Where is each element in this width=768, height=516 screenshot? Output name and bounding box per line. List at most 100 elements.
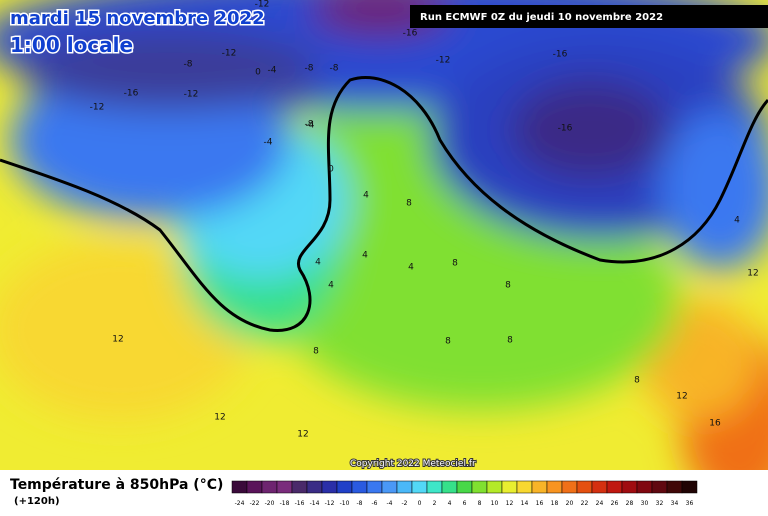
contour-label: 16 — [709, 419, 721, 429]
contour-label: 12 — [112, 335, 123, 345]
contour-label: 4 — [315, 258, 321, 268]
scale-swatch — [351, 480, 368, 494]
scale-swatch — [651, 480, 668, 494]
contour-label: 8 — [452, 259, 458, 269]
scale-label: -8 — [357, 500, 363, 507]
scale-swatch — [501, 480, 518, 494]
scale-swatch — [576, 480, 593, 494]
scale-label: 20 — [566, 500, 574, 507]
contour-label: 8 — [313, 347, 319, 357]
scale-label: 2 — [433, 500, 437, 507]
scale-label: -22 — [250, 500, 260, 507]
scale-label: -4 — [387, 500, 393, 507]
scale-label: 0 — [418, 500, 422, 507]
scale-swatch — [546, 480, 563, 494]
scale-label: 22 — [581, 500, 589, 507]
scale-swatch — [381, 480, 398, 494]
contour-label: -16 — [553, 50, 568, 60]
scale-swatch — [411, 480, 428, 494]
scale-swatch — [426, 480, 443, 494]
scale-label: 26 — [611, 500, 619, 507]
contour-label: 8 — [406, 199, 412, 209]
scale-label: -12 — [325, 500, 335, 507]
contour-label: 0 — [255, 68, 261, 78]
scale-swatch — [246, 480, 263, 494]
contour-label: 12 — [297, 430, 308, 440]
scale-label: 6 — [463, 500, 467, 507]
contour-label: 12 — [214, 413, 225, 423]
scale-swatch — [531, 480, 548, 494]
scale-label: 32 — [656, 500, 664, 507]
scale-label: -6 — [372, 500, 378, 507]
contour-label: 8 — [505, 281, 511, 291]
contour-label: -4 — [264, 138, 273, 148]
contour-label: 12 — [747, 269, 758, 279]
scale-label: -20 — [265, 500, 275, 507]
scale-label: 36 — [686, 500, 694, 507]
contour-label: -12 — [436, 56, 451, 66]
scale-label: -18 — [280, 500, 290, 507]
scale-label: -2 — [402, 500, 408, 507]
scale-swatch — [471, 480, 488, 494]
scale-swatch — [681, 480, 698, 494]
scale-swatch — [306, 480, 323, 494]
scale-swatch — [366, 480, 383, 494]
scale-swatch — [621, 480, 638, 494]
copyright: Copyright 2022 Meteociel.fr — [350, 459, 476, 469]
scale-label: -14 — [310, 500, 320, 507]
contour-label: -4 — [268, 66, 277, 76]
scale-swatch — [561, 480, 578, 494]
scale-label: -10 — [340, 500, 350, 507]
scale-label: 12 — [506, 500, 514, 507]
scale-swatch — [456, 480, 473, 494]
contour-label: -8 — [305, 64, 314, 74]
scale-swatch — [516, 480, 533, 494]
contour-label: -12 — [222, 49, 237, 59]
contour-label: -16 — [558, 124, 573, 134]
scale-swatch — [486, 480, 503, 494]
date-title: mardi 15 novembre 2022 — [10, 8, 265, 29]
run-box — [410, 5, 768, 28]
scale-swatch — [396, 480, 413, 494]
scale-label: -16 — [295, 500, 305, 507]
scale-swatch — [441, 480, 458, 494]
contour-label: 4 — [328, 281, 334, 291]
scale-swatch — [261, 480, 278, 494]
scale-swatch — [321, 480, 338, 494]
contour-label: 4 — [362, 251, 368, 261]
contour-label: -16 — [403, 29, 418, 39]
scale-label: 16 — [536, 500, 544, 507]
contour-label: -8 — [184, 60, 193, 70]
lead-time: (+120h) — [14, 496, 60, 507]
legend-title: Température à 850hPa (°C) — [10, 477, 223, 493]
scale-swatch — [291, 480, 308, 494]
scale-swatch — [606, 480, 623, 494]
contour-label: 8 — [634, 376, 640, 386]
scale-label: 24 — [596, 500, 604, 507]
scale-label: 34 — [671, 500, 679, 507]
zero-contour — [0, 76, 768, 332]
contour-label: 0 — [328, 165, 334, 175]
run-info: Run ECMWF 0Z du jeudi 10 novembre 2022 — [420, 12, 663, 23]
contour-label: -8 — [330, 64, 339, 74]
contour-label: -4 — [306, 121, 315, 131]
scale-label: 8 — [478, 500, 482, 507]
scale-swatch — [666, 480, 683, 494]
scale-swatch — [336, 480, 353, 494]
contour-label: 4 — [734, 216, 740, 226]
scale-label: 14 — [521, 500, 529, 507]
contour-label: -8 — [305, 120, 314, 130]
contour-label: 8 — [507, 336, 513, 346]
scale-swatch — [276, 480, 293, 494]
contour-label: -16 — [124, 89, 139, 99]
contour-label: 4 — [363, 191, 369, 201]
contour-label: -12 — [90, 103, 105, 113]
scale-label: 4 — [448, 500, 452, 507]
scale-swatch — [591, 480, 608, 494]
scale-label: 18 — [551, 500, 559, 507]
scale-label: -24 — [235, 500, 245, 507]
contour-label: 8 — [445, 337, 451, 347]
time-title: 1:00 locale — [10, 33, 133, 57]
scale-swatch — [231, 480, 248, 494]
